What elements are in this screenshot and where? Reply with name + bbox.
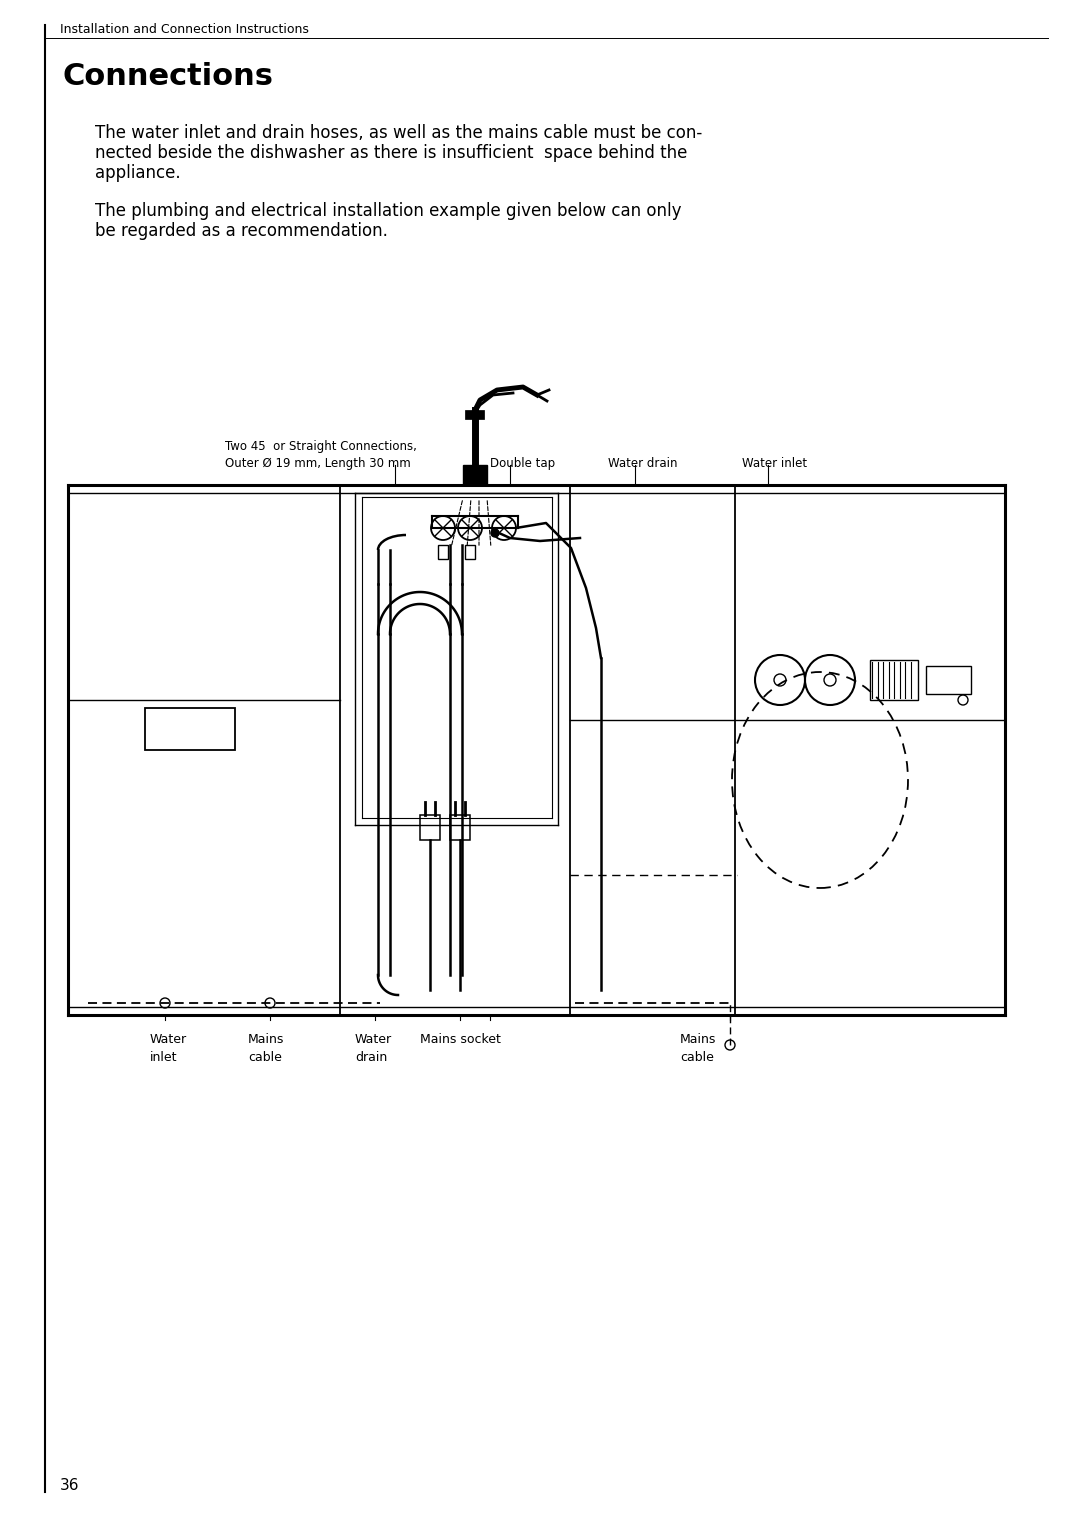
Bar [438, 545, 448, 558]
Text: be regarded as a recommendation.: be regarded as a recommendation. [95, 222, 388, 240]
Text: Water: Water [355, 1033, 392, 1047]
Bar [420, 815, 440, 840]
Text: Double tap: Double tap [490, 457, 555, 470]
Text: Outer Ø 19 mm, Length 30 mm: Outer Ø 19 mm, Length 30 mm [225, 457, 410, 470]
Text: appliance.: appliance. [95, 164, 180, 182]
Bar [145, 708, 235, 750]
Text: cable: cable [248, 1051, 282, 1063]
Text: Water: Water [150, 1033, 187, 1047]
Text: nected beside the dishwasher as there is insufficient  space behind the: nected beside the dishwasher as there is… [95, 144, 687, 162]
Text: Two 45  or Straight Connections,: Two 45 or Straight Connections, [225, 441, 417, 453]
Circle shape [491, 529, 499, 537]
Text: Mains: Mains [680, 1033, 716, 1047]
Text: The plumbing and electrical installation example given below can only: The plumbing and electrical installation… [95, 202, 681, 220]
Bar [926, 666, 971, 695]
Bar [465, 545, 475, 558]
Text: Water inlet: Water inlet [742, 457, 807, 470]
Text: Installation and Connection Instructions: Installation and Connection Instructions [60, 23, 309, 37]
Text: Mains: Mains [248, 1033, 284, 1047]
Text: Water drain: Water drain [608, 457, 677, 470]
Text: Mains socket: Mains socket [420, 1033, 501, 1047]
Bar [463, 465, 487, 485]
Text: drain: drain [355, 1051, 388, 1063]
Text: 36: 36 [60, 1478, 80, 1493]
Bar [450, 815, 470, 840]
Text: inlet: inlet [150, 1051, 177, 1063]
Text: Connections: Connections [62, 63, 273, 90]
Text: The water inlet and drain hoses, as well as the mains cable must be con-: The water inlet and drain hoses, as well… [95, 124, 702, 142]
Text: cable: cable [680, 1051, 714, 1063]
Bar [870, 659, 918, 701]
